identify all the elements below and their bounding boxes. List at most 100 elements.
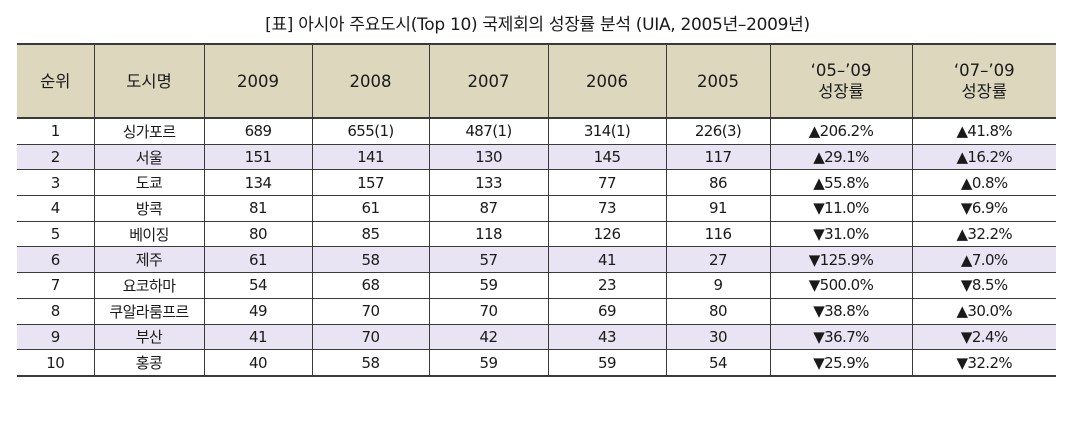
cell-growth-07-09: ▼32.2%	[911, 349, 1056, 377]
cell-2005: 117	[665, 143, 771, 171]
cell-growth-05-09: ▼500.0%	[769, 272, 913, 299]
cell-growth-07-09: ▲41.8%	[911, 117, 1056, 145]
cell-2006: 43	[547, 323, 667, 351]
cell-2009: 80	[203, 220, 313, 248]
cell-2005: 27	[665, 246, 771, 274]
cell-city: 요코하마	[93, 272, 205, 299]
cell-growth-05-09: ▲29.1%	[769, 143, 913, 171]
cell-growth-07-09: ▲7.0%	[911, 246, 1056, 274]
cell-2008: 61	[311, 195, 430, 222]
cell-2008: 157	[311, 169, 430, 197]
cell-2007: 118	[428, 220, 549, 248]
cell-rank: 10	[17, 349, 95, 377]
cell-2005: 9	[665, 272, 771, 299]
cell-rank: 3	[17, 169, 95, 197]
cell-2005: 54	[665, 349, 771, 377]
cell-city: 서울	[93, 143, 205, 171]
table-row: 3 도쿄 134 157 133 77 86 ▲55.8% ▲0.8%	[17, 169, 1056, 197]
cell-growth-07-09: ▲32.2%	[911, 220, 1056, 248]
cell-growth-07-09: ▼2.4%	[911, 323, 1056, 351]
table-caption: [표] 아시아 주요도시(Top 10) 국제회의 성장률 분석 (UIA, 2…	[265, 15, 810, 35]
cell-rank: 7	[17, 272, 95, 299]
cell-2009: 54	[203, 272, 313, 299]
cell-growth-07-09: ▲0.8%	[911, 169, 1056, 197]
cell-growth-07-09: ▼6.9%	[911, 195, 1056, 222]
cell-2008: 68	[311, 272, 430, 299]
cell-growth-07-09: ▲16.2%	[911, 143, 1056, 171]
cell-2007: 133	[428, 169, 549, 197]
table-row: 4 방콕 81 61 87 73 91 ▼11.0% ▼6.9%	[17, 195, 1056, 222]
table-row: 5 베이징 80 85 118 126 116 ▼31.0% ▲32.2%	[17, 220, 1056, 248]
cell-2005: 116	[665, 220, 771, 248]
table-row: 1 싱가포르 689 655(1) 487(1) 314(1) 226(3) ▲…	[17, 117, 1056, 145]
cell-growth-05-09: ▼36.7%	[769, 323, 913, 351]
cell-2005: 226(3)	[665, 117, 771, 145]
cell-rank: 8	[17, 297, 95, 325]
table-row: 8 쿠알라룸프르 49 70 70 69 80 ▼38.8% ▲30.0%	[17, 297, 1056, 325]
cell-city: 부산	[93, 323, 205, 351]
table-row-highlighted: 9 부산 41 70 42 43 30 ▼36.7% ▼2.4%	[17, 323, 1056, 351]
header-growth-05-09-period: ‘05–’09	[810, 61, 872, 80]
cell-growth-05-09: ▲55.8%	[769, 169, 913, 197]
cell-2009: 49	[203, 297, 313, 325]
header-2005: 2005	[665, 43, 771, 119]
cell-2007: 59	[428, 349, 549, 377]
cell-growth-07-09: ▲30.0%	[911, 297, 1056, 325]
cell-2007: 70	[428, 297, 549, 325]
cell-2008: 58	[311, 349, 430, 377]
cell-2008: 70	[311, 297, 430, 325]
cell-city: 도쿄	[93, 169, 205, 197]
header-growth-05-09: ‘05–’09 성장률	[769, 43, 913, 119]
cell-2008: 85	[311, 220, 430, 248]
cell-growth-05-09: ▲206.2%	[769, 117, 913, 145]
cell-2006: 73	[547, 195, 667, 222]
header-row: 순위 도시명 2009 2008 2007 2006 2005 ‘05–’09 …	[17, 43, 1056, 119]
cell-2006: 41	[547, 246, 667, 274]
city-growth-table: 순위 도시명 2009 2008 2007 2006 2005 ‘05–’09 …	[17, 43, 1056, 377]
table-row: 10 홍콩 40 58 59 59 54 ▼25.9% ▼32.2%	[17, 349, 1056, 377]
header-2006: 2006	[547, 43, 667, 119]
cell-rank: 1	[17, 117, 95, 145]
table-row: 7 요코하마 54 68 59 23 9 ▼500.0% ▼8.5%	[17, 272, 1056, 299]
cell-2007: 57	[428, 246, 549, 274]
cell-2008: 70	[311, 323, 430, 351]
cell-2009: 81	[203, 195, 313, 222]
cell-rank: 9	[17, 323, 95, 351]
cell-2006: 145	[547, 143, 667, 171]
cell-2009: 41	[203, 323, 313, 351]
cell-2007: 42	[428, 323, 549, 351]
header-growth-07-09-period: ‘07–’09	[953, 61, 1015, 80]
cell-2006: 69	[547, 297, 667, 325]
cell-rank: 2	[17, 143, 95, 171]
cell-city: 제주	[93, 246, 205, 274]
cell-city: 홍콩	[93, 349, 205, 377]
header-growth-07-09: ‘07–’09 성장률	[911, 43, 1056, 119]
header-growth-05-09-label: 성장률	[818, 82, 864, 101]
cell-city: 싱가포르	[93, 117, 205, 145]
header-2007: 2007	[428, 43, 549, 119]
cell-2005: 80	[665, 297, 771, 325]
cell-2007: 130	[428, 143, 549, 171]
cell-2008: 141	[311, 143, 430, 171]
cell-growth-05-09: ▼25.9%	[769, 349, 913, 377]
cell-growth-05-09: ▼31.0%	[769, 220, 913, 248]
cell-2008: 58	[311, 246, 430, 274]
cell-growth-07-09: ▼8.5%	[911, 272, 1056, 299]
cell-2009: 40	[203, 349, 313, 377]
cell-city: 베이징	[93, 220, 205, 248]
cell-2007: 59	[428, 272, 549, 299]
cell-2005: 30	[665, 323, 771, 351]
cell-2007: 487(1)	[428, 117, 549, 145]
cell-city: 방콕	[93, 195, 205, 222]
cell-city: 쿠알라룸프르	[93, 297, 205, 325]
header-city: 도시명	[93, 43, 205, 119]
cell-growth-05-09: ▼125.9%	[769, 246, 913, 274]
table-row-highlighted: 2 서울 151 141 130 145 117 ▲29.1% ▲16.2%	[17, 143, 1056, 171]
cell-growth-05-09: ▼38.8%	[769, 297, 913, 325]
header-rank: 순위	[17, 43, 95, 119]
cell-2006: 59	[547, 349, 667, 377]
cell-2009: 134	[203, 169, 313, 197]
cell-2006: 23	[547, 272, 667, 299]
header-2008: 2008	[311, 43, 430, 119]
table-row-highlighted: 6 제주 61 58 57 41 27 ▼125.9% ▲7.0%	[17, 246, 1056, 274]
